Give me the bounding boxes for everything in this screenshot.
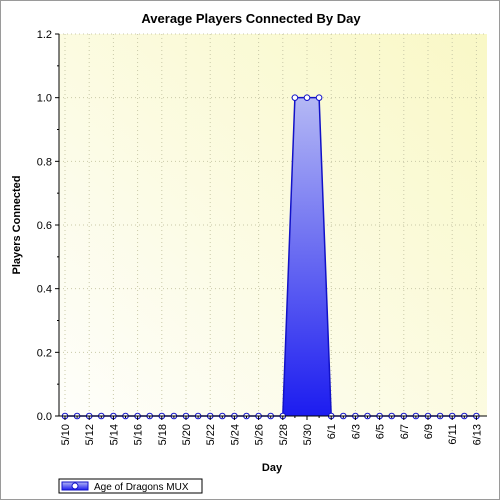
y-axis-title: Players Connected [11,175,23,274]
data-point [291,94,299,101]
x-tick-label: 5/26 [254,424,266,445]
x-tick-label: 5/30 [302,424,314,445]
x-tick-label: 5/24 [229,424,241,445]
y-tick-label: 0.6 [37,220,52,232]
data-point [303,94,311,101]
grid-lines [59,33,487,416]
x-tick-label: 5/16 [133,424,145,445]
x-ticks: 5/10 5/12 5/14 5/16 5/18 5/20 5/22 5/24 5/26 5/28… [60,416,483,445]
x-tick-label: 5/28 [278,424,290,445]
y-tick-label: 0.8 [37,156,52,168]
x-tick-label: 5/10 [60,424,72,445]
x-tick-label: 5/12 [84,424,96,445]
x-tick-label: 6/5 [375,424,387,439]
legend-marker [71,482,79,490]
chart-title: Average Players Connected By Day [141,11,361,26]
y-tick-label: 1.2 [37,29,52,41]
x-tick-label: 6/7 [399,424,411,439]
x-tick-label: 6/9 [423,424,435,439]
x-tick-label: 5/14 [108,424,120,445]
y-ticks: 0.0 0.2 0.4 0.6 0.8 1.0 1.2 [37,29,59,423]
legend: Age of Dragons MUX [58,478,203,494]
x-tick-label: 6/13 [471,424,483,445]
data-point [315,94,323,101]
x-tick-label: 5/20 [181,424,193,445]
y-tick-label: 1.0 [37,93,52,105]
y-tick-label: 0.4 [37,284,52,296]
y-tick-label: 0.2 [37,347,52,359]
x-axis-title: Day [262,462,283,474]
x-tick-label: 5/18 [157,424,169,445]
x-tick-label: 5/22 [205,424,217,445]
x-tick-label: 6/11 [447,424,459,445]
x-tick-label: 6/1 [326,424,338,439]
legend-box [58,478,203,494]
x-tick-label: 6/3 [350,424,362,439]
y-tick-label: 0.0 [37,411,52,423]
legend-label: Age of Dragons MUX [94,482,189,493]
